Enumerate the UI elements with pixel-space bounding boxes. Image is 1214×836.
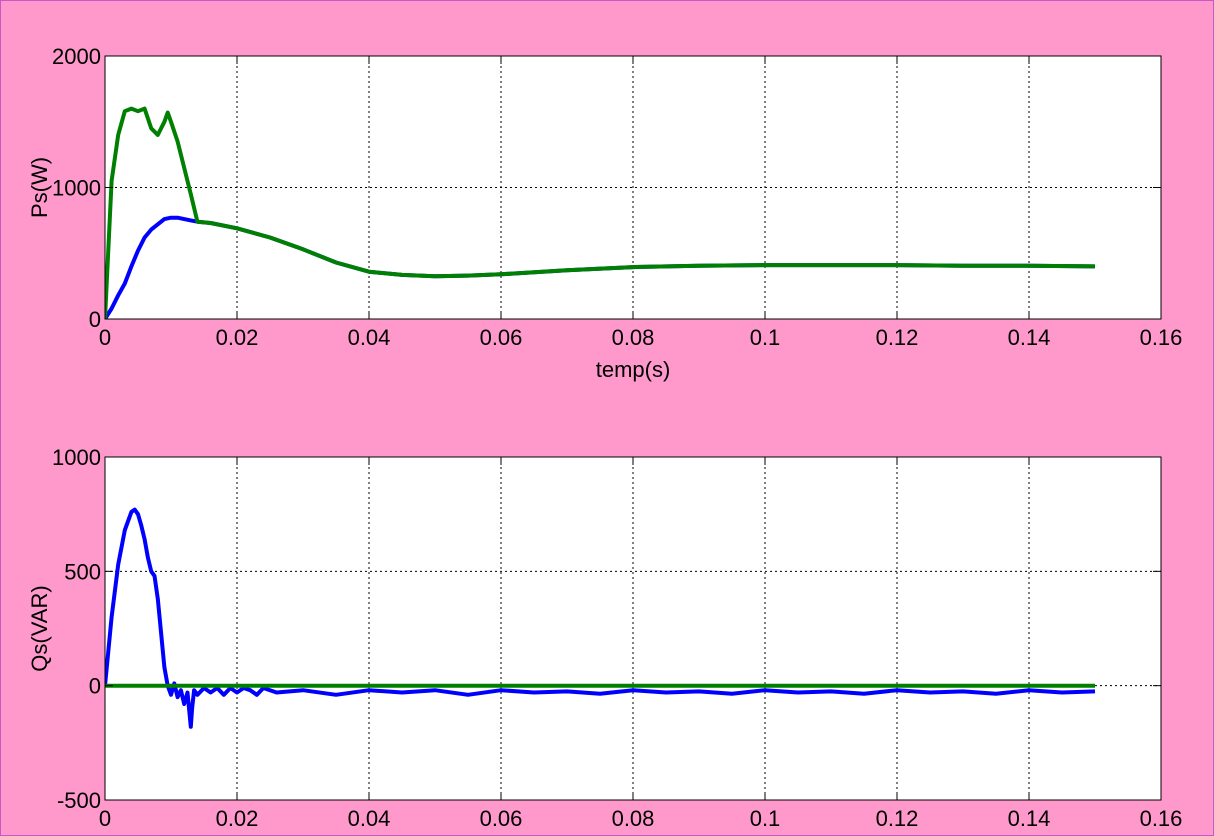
series-line-blue [105, 507, 1096, 729]
y-tick-label: 2000 [52, 44, 101, 69]
x-tick-label: 0.1 [750, 325, 781, 350]
x-axis-label: temp(s) [596, 357, 671, 382]
x-tick-label: 0.04 [348, 325, 391, 350]
series-line-green [105, 106, 1096, 319]
x-tick-label: 0.1 [750, 806, 781, 831]
y-tick-label: 1000 [52, 176, 101, 201]
y-tick-label: -500 [57, 788, 101, 813]
y-axis-label: Ps(W) [27, 157, 52, 218]
x-tick-label: 0.02 [216, 325, 259, 350]
y-tick-label: 0 [89, 674, 101, 699]
x-tick-label: 0 [99, 806, 111, 831]
chart-1: 0 0.02 0.04 0.06 0.08 0.1 0.12 0.14 0.16 0 1000 200… [27, 44, 1182, 382]
y-tick-label: 0 [89, 307, 101, 332]
y-tick-label: 500 [64, 559, 101, 584]
chart-2: 0 0.02 0.04 0.06 0.08 0.1 0.12 0.14 0.16-5000500… [27, 445, 1183, 831]
x-tick-label: 0.14 [1008, 325, 1051, 350]
x-tick-label: 0.14 [1008, 806, 1051, 831]
x-tick-label: 0.16 [1140, 806, 1183, 831]
x-tick-label: 0.02 [216, 806, 259, 831]
x-tick-label: 0 [99, 325, 111, 350]
y-tick-label: 1000 [52, 445, 101, 470]
x-tick-label: 0.08 [612, 325, 655, 350]
x-tick-label: 0.12 [876, 325, 919, 350]
x-tick-label: 0.06 [480, 806, 523, 831]
x-tick-label: 0.08 [612, 806, 655, 831]
x-tick-label: 0.16 [1140, 325, 1183, 350]
x-tick-label: 0.12 [876, 806, 919, 831]
y-axis-label: Qs(VAR) [27, 585, 52, 671]
x-tick-label: 0.04 [348, 806, 391, 831]
x-tick-label: 0.06 [480, 325, 523, 350]
